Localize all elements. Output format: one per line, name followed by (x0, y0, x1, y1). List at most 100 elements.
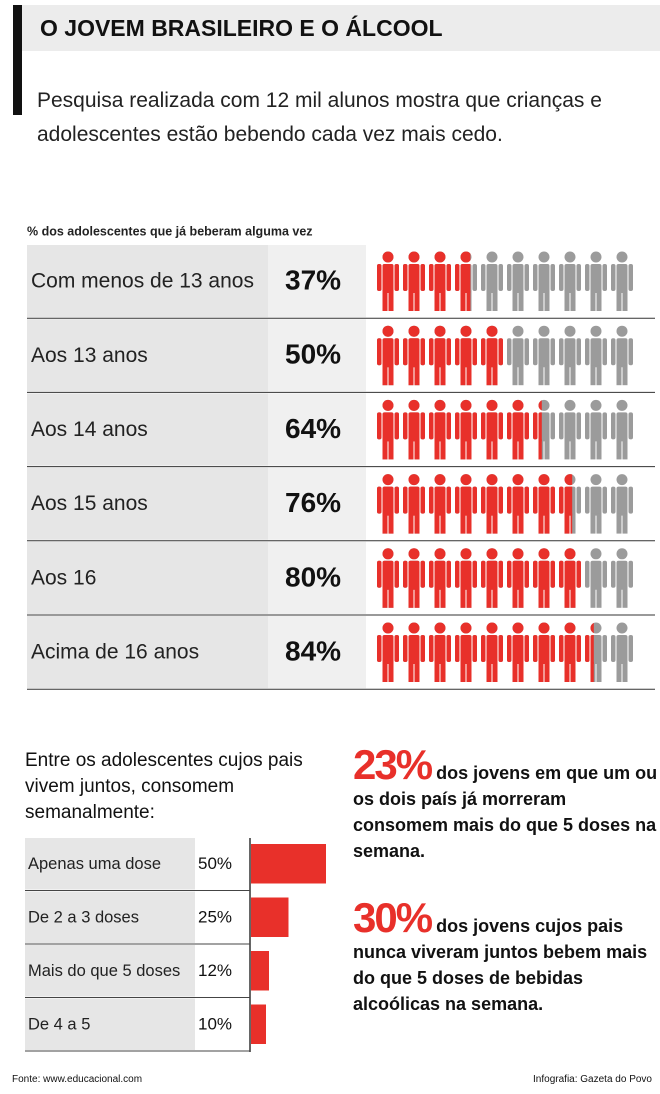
figure (533, 622, 555, 682)
figure-leg (538, 365, 544, 386)
figure-head (486, 399, 498, 411)
bar (251, 951, 269, 991)
figure (585, 548, 607, 608)
figure-leg (408, 662, 414, 682)
figure (559, 325, 581, 386)
figure-head (538, 400, 542, 411)
row-label: Aos 14 anos (31, 418, 148, 441)
figure-leg (622, 513, 628, 534)
figure-arm (628, 486, 633, 514)
figure-arm (550, 560, 555, 588)
figure-leg (564, 662, 570, 682)
figure-arm (550, 635, 555, 662)
row-value-cell (268, 541, 366, 614)
figure-leg (434, 439, 440, 460)
pictogram-row (377, 251, 633, 311)
figure-body (408, 412, 420, 442)
figure-arm (394, 635, 399, 662)
row-label: Acima de 16 anos (31, 641, 199, 664)
figure-body (538, 264, 550, 293)
figure-arm (559, 635, 564, 662)
row-value-cell (268, 616, 366, 689)
figure-head (590, 399, 602, 411)
figure-leg (434, 662, 440, 682)
value-label: 80% (285, 561, 341, 592)
figure-leg (492, 513, 498, 534)
figure (533, 474, 555, 534)
figure-head (564, 325, 576, 337)
figure (403, 251, 425, 311)
figure-head (382, 251, 394, 263)
figure-arm (403, 560, 408, 588)
figure-leg (622, 291, 628, 311)
figure-head (512, 399, 524, 411)
figure-arm (429, 264, 434, 291)
figure-arm (394, 486, 399, 514)
figure-head (408, 474, 420, 486)
row-label: Com menos de 13 anos (31, 270, 254, 293)
row-label-cell (25, 891, 195, 943)
figure-body (616, 412, 628, 442)
figure-body (460, 635, 472, 664)
row-label: Aos 13 anos (31, 344, 148, 367)
value-label: 50% (285, 339, 341, 370)
figure-body (408, 264, 420, 293)
figure-leg (388, 291, 394, 311)
pictogram-row (377, 548, 633, 608)
figure-arm (420, 560, 425, 588)
figure (377, 251, 399, 311)
row-label: Aos 16 (31, 566, 96, 589)
figure-arm (429, 635, 434, 662)
figure-head (486, 251, 498, 263)
figure-leg (414, 439, 420, 460)
row-value-cell (268, 393, 366, 466)
figure (507, 474, 529, 534)
figure-leg (408, 439, 414, 460)
figure-body (486, 560, 498, 590)
figure-head (590, 325, 602, 337)
figure-leg (382, 513, 388, 534)
figure-leg (590, 587, 596, 608)
figure-leg (518, 513, 524, 534)
row-label-cell (27, 319, 268, 392)
figure-head (460, 399, 472, 411)
figure-arm (550, 264, 555, 291)
pictogram-fill (377, 399, 542, 460)
figure-body (486, 486, 498, 516)
figure-arm (585, 560, 590, 588)
figure-leg (414, 365, 420, 386)
figure-arm (429, 338, 434, 366)
figure-leg (460, 365, 466, 386)
row-label: Aos 15 anos (31, 492, 148, 515)
figure-body (382, 412, 394, 442)
callout: 23% dos jovens em que um ou os dois país… (353, 744, 658, 864)
figure (429, 399, 451, 460)
figure-body (512, 412, 524, 442)
figure (507, 548, 529, 608)
figure-leg (616, 439, 622, 460)
figure (377, 325, 399, 386)
figure-leg (570, 365, 576, 386)
figure-arm (602, 264, 607, 291)
figure-body (590, 412, 602, 442)
figure-leg (460, 587, 466, 608)
figure-leg (434, 513, 440, 534)
figure-leg (414, 662, 420, 682)
figure (403, 474, 425, 534)
figure-body (512, 486, 524, 516)
figure-leg (460, 291, 466, 311)
figure-head (460, 548, 472, 560)
figure-leg (440, 291, 446, 311)
figure-arm (472, 560, 477, 588)
row-label-cell (27, 393, 268, 466)
figure-head (564, 622, 576, 634)
figure-leg (518, 587, 524, 608)
figure-leg (622, 439, 628, 460)
figure-arm (628, 560, 633, 588)
figure-leg (616, 587, 622, 608)
pictogram-fill (377, 548, 581, 608)
figure-leg (590, 365, 596, 386)
figure-arm (472, 486, 477, 514)
figure-body (512, 560, 524, 590)
figure (481, 251, 503, 311)
